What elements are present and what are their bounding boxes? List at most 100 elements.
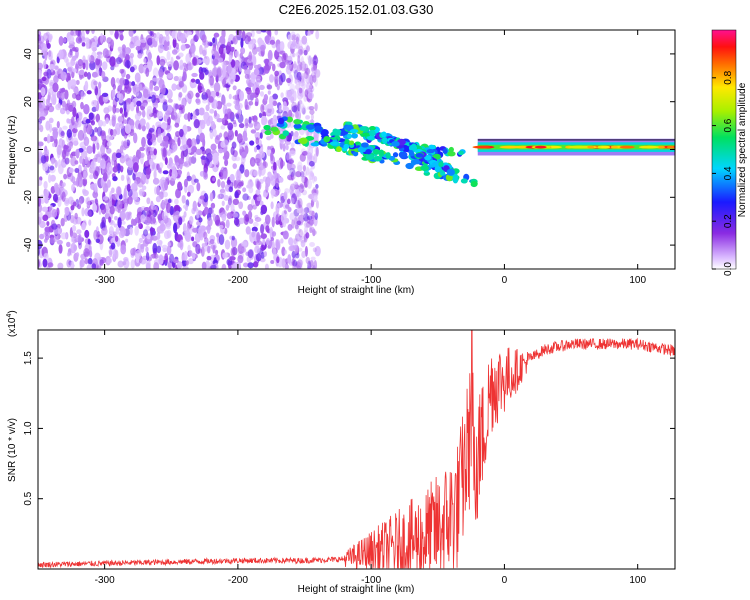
spectrogram-cell (105, 204, 110, 210)
spectrogram-cell (137, 179, 144, 188)
spectrogram-cell (83, 103, 90, 115)
spectrogram-cell (351, 132, 358, 139)
spectrogram-cell (368, 129, 376, 137)
spectrogram-cell (301, 35, 308, 45)
spectrogram-cell (310, 142, 320, 147)
spectrogram-cell (153, 262, 160, 269)
spectrogram-cell (207, 217, 213, 227)
spectrogram-cell (218, 234, 225, 246)
spectrogram-cell (151, 94, 156, 104)
spectrogram-cell (115, 226, 120, 235)
spectrogram-cell (310, 256, 316, 261)
spectrogram-cell (499, 145, 521, 149)
spectrogram-cell (83, 125, 87, 134)
spectrogram-cell (199, 232, 204, 241)
spectrogram-cell (296, 65, 302, 72)
spectrogram-cell (74, 167, 80, 174)
spectrogram-cell (114, 215, 118, 221)
spectrogram-cell (110, 237, 116, 244)
spectrogram-cell (211, 212, 215, 218)
spectrogram-cell (60, 232, 68, 240)
spectrogram-cell (157, 43, 164, 54)
spectrogram-cell (190, 155, 197, 164)
spectrogram-cell (256, 30, 262, 34)
spectrogram-cell (90, 160, 97, 171)
spectrogram-cell (207, 208, 214, 214)
spectrogram-cell (293, 118, 301, 125)
spectrogram-cell (297, 247, 303, 252)
spectrogram-cell (90, 120, 96, 126)
spectrogram-cell (59, 92, 66, 101)
spectrogram-cell (93, 229, 98, 241)
snr-scale-prefix: (x10 (7, 317, 18, 337)
spectrogram-cell (156, 111, 164, 120)
spectrogram-cell (130, 259, 135, 269)
spectrogram-cell (178, 216, 183, 226)
spectrogram-cell (221, 117, 226, 125)
spectrogram-cell (191, 236, 195, 242)
spectrogram-cell (92, 203, 98, 212)
spectrogram-cell (250, 73, 256, 84)
spectrogram-cell (38, 62, 44, 70)
spectrogram-cell (101, 70, 106, 79)
spectrogram-cell (314, 245, 321, 257)
spectrogram-cell (161, 211, 166, 220)
spectrogram-cell (135, 39, 141, 48)
spectrogram-cell (276, 256, 280, 264)
spectrogram-cell (51, 159, 55, 165)
spectrogram-cell (275, 239, 281, 250)
spectrogram-cell (209, 75, 215, 86)
snr-scale-exponent: 4 (6, 314, 13, 318)
spectrogram-cell (349, 128, 359, 134)
spectrogram-cell (158, 254, 164, 266)
spectrogram-cell (372, 148, 380, 155)
spectrogram-cell (190, 78, 196, 83)
spectrogram-cell (230, 78, 234, 85)
spectrogram-cell (305, 81, 313, 92)
spectrogram-cell (91, 71, 98, 78)
spectrogram-cell (312, 55, 319, 66)
spectrogram-cell (291, 258, 296, 266)
spectrogram-cell (40, 87, 46, 97)
spectrogram-cell (42, 214, 49, 222)
spectrogram-cell (221, 66, 227, 78)
spectrogram-cell (58, 49, 64, 60)
spectrogram-cell (134, 217, 139, 222)
spectrogram-cell (70, 79, 77, 87)
spectrogram-cell (120, 244, 127, 255)
spectrogram-cell (182, 223, 187, 234)
spectrogram-cell (97, 81, 102, 89)
spectrogram-cell (224, 158, 229, 167)
spectrogram-cell (306, 30, 312, 36)
spectrogram-cell (77, 129, 85, 141)
spectrogram-cell (205, 225, 212, 231)
spectrogram-cell (246, 88, 252, 95)
spectrogram-cell (304, 67, 310, 75)
spectrogram-cell (161, 244, 168, 250)
spectrogram-cell (232, 85, 237, 91)
spectrogram-cell (300, 171, 305, 178)
spectrogram-cell (309, 92, 313, 100)
spectrogram-cell (177, 157, 185, 165)
spectrogram-cell (45, 161, 49, 168)
spectrogram-cell (66, 241, 71, 248)
spectrogram-cell (297, 186, 303, 194)
spectrogram-cell (420, 165, 430, 171)
spectrogram-cell (97, 156, 102, 163)
spectrogram-cell (46, 42, 51, 49)
spectrogram-cell (253, 119, 258, 127)
spectrogram-cell (166, 229, 172, 239)
spectrogram-cell (264, 130, 272, 136)
spectrogram-cell (295, 191, 302, 198)
spectrogram-cell (136, 171, 143, 178)
spectrogram-cell (415, 153, 424, 158)
spectrogram-cell (119, 107, 123, 114)
spectrogram-cell (293, 238, 298, 245)
spectrogram-cell (144, 160, 149, 167)
spectrogram-cell (61, 87, 66, 93)
spectrogram-cell (259, 91, 265, 97)
spectrogram-cell (115, 127, 121, 136)
spectrogram-cell (308, 160, 315, 167)
spectrogram-cell (285, 144, 289, 151)
spectrogram-cell (40, 96, 45, 106)
